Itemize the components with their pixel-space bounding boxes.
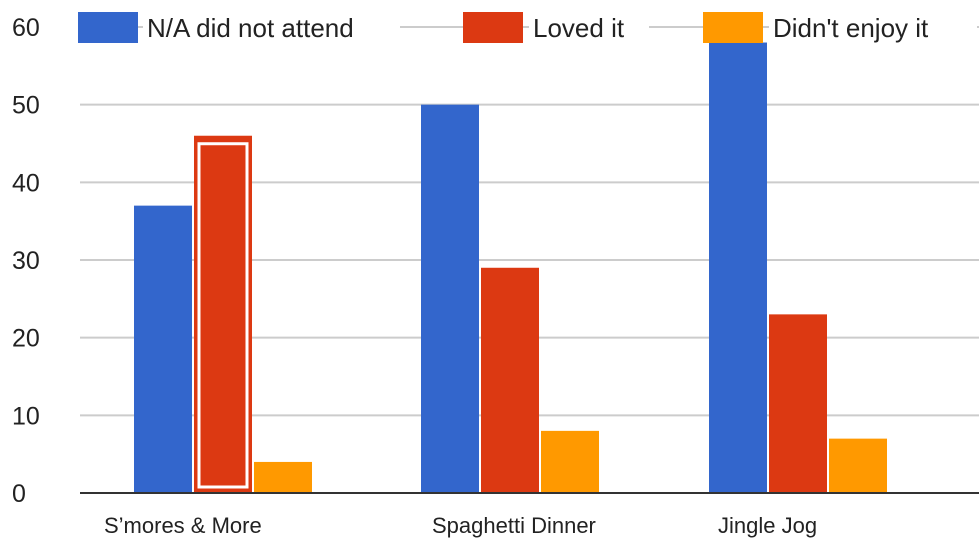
- y-tick-label-50: 50: [12, 92, 40, 120]
- legend-swatch-0: [78, 12, 138, 43]
- x-axis-labels: S’mores & More Spaghetti Dinner Jingle Jog: [104, 513, 817, 538]
- legend-label-1: Loved it: [533, 13, 625, 43]
- bar-highlight-outline: [197, 142, 249, 489]
- bar-series1-cat1[interactable]: [481, 267, 539, 493]
- bars: [134, 42, 887, 494]
- y-tick-label-10: 10: [12, 402, 40, 430]
- legend-label-bg-2: [769, 11, 977, 45]
- y-tick-label-30: 30: [12, 247, 40, 275]
- category-label-0: S’mores & More: [104, 513, 262, 538]
- bar-series2-cat0[interactable]: [254, 461, 312, 493]
- legend-label-2: Didn't enjoy it: [773, 13, 929, 43]
- bar-series2-cat1[interactable]: [541, 430, 599, 493]
- y-tick-label-20: 20: [12, 325, 40, 353]
- legend-label-0: N/A did not attend: [147, 13, 354, 43]
- y-tick-label-40: 40: [12, 169, 40, 197]
- legend: N/A did not attend Loved it Didn't enjoy i…: [78, 11, 977, 45]
- category-label-2: Jingle Jog: [718, 513, 817, 538]
- bar-series0-cat2[interactable]: [709, 42, 767, 494]
- bar-series1-cat0[interactable]: [194, 135, 252, 493]
- bar-series1-cat2[interactable]: [769, 314, 827, 493]
- legend-label-bg-0: [143, 11, 400, 45]
- bar-series2-cat2[interactable]: [829, 438, 887, 493]
- legend-swatch-1: [463, 12, 523, 43]
- category-label-1: Spaghetti Dinner: [432, 513, 596, 538]
- y-tick-label-0: 0: [12, 480, 26, 508]
- bar-series0-cat1[interactable]: [421, 104, 479, 494]
- legend-label-bg-1: [529, 11, 649, 45]
- y-axis-ticks: 0 10 20 30 40 50 60: [12, 14, 40, 508]
- bar-series0-cat0[interactable]: [134, 205, 192, 493]
- legend-swatch-2: [703, 12, 763, 43]
- y-tick-label-60: 60: [12, 14, 40, 42]
